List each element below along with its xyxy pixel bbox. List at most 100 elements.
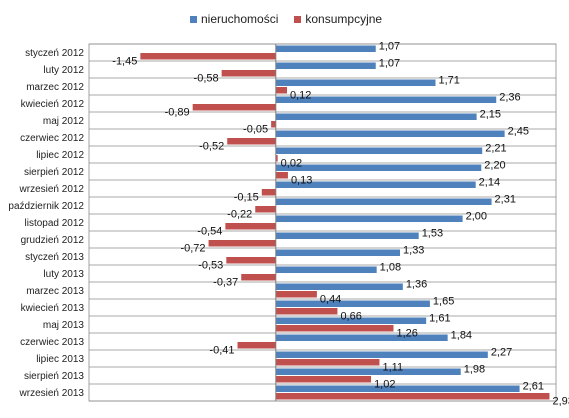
- bar-nieruchomosci: [275, 266, 377, 273]
- bar-nieruchomosci: [275, 96, 497, 103]
- data-label: 2,36: [499, 92, 520, 104]
- data-label: 1,61: [429, 313, 450, 325]
- data-label: 2,15: [480, 109, 501, 121]
- data-label: -0,54: [197, 226, 222, 238]
- data-label: 0,13: [291, 175, 312, 187]
- legend-item-nieruchomosci: nieruchomości: [190, 12, 278, 26]
- category-label: lipiec 2012: [36, 150, 84, 161]
- data-label: -0,89: [165, 107, 190, 119]
- bar-konsumpcyjne: [192, 104, 276, 111]
- data-label: 2,27: [491, 347, 512, 359]
- legend-label-konsumpcyjne: konsumpcyjne: [305, 12, 383, 26]
- data-label: 1,02: [374, 379, 395, 391]
- bar-nieruchomosci: [275, 45, 376, 52]
- data-label: 1,65: [433, 296, 454, 308]
- bar-konsumpcyjne: [221, 70, 276, 77]
- category-label: wrzesień 2012: [19, 184, 85, 195]
- category-label: kwiecień 2013: [21, 303, 85, 314]
- category-label: czerwiec 2012: [20, 133, 84, 144]
- category-label: luty 2013: [43, 269, 84, 280]
- category-label: sierpień 2013: [24, 371, 84, 382]
- bar-konsumpcyjne: [226, 257, 276, 264]
- category-label: lipiec 2013: [36, 354, 84, 365]
- data-label: 2,00: [466, 211, 487, 223]
- data-label: 2,45: [508, 126, 529, 138]
- category-label: marzec 2012: [26, 82, 84, 93]
- data-label: 1,11: [382, 362, 403, 374]
- bar-nieruchomosci: [275, 351, 488, 358]
- bar-nieruchomosci: [275, 130, 505, 137]
- data-label: 1,08: [380, 262, 401, 274]
- legend-item-konsumpcyjne: konsumpcyjne: [294, 12, 382, 26]
- data-label: 1,26: [396, 328, 417, 340]
- plot-border: [88, 43, 557, 402]
- category-label: styczeń 2013: [25, 252, 84, 263]
- data-label: 2,21: [485, 143, 506, 155]
- data-label: 1,36: [406, 279, 427, 291]
- data-label: 0,66: [340, 311, 361, 323]
- legend-label-nieruchomosci: nieruchomości: [201, 12, 279, 26]
- bar-konsumpcyjne: [275, 376, 372, 383]
- category-label: czerwiec 2013: [20, 337, 84, 348]
- legend-swatch-konsumpcyjne: [294, 15, 302, 23]
- bar-konsumpcyjne: [255, 206, 276, 213]
- bar-konsumpcyjne: [275, 325, 394, 332]
- bar-nieruchomosci: [275, 317, 427, 324]
- data-label: -0,41: [209, 345, 234, 357]
- data-label: -0,05: [243, 124, 268, 136]
- bar-nieruchomosci: [275, 62, 376, 69]
- bar-nieruchomosci: [275, 181, 476, 188]
- bar-nieruchomosci: [275, 113, 477, 120]
- data-label: 2,61: [523, 381, 544, 393]
- data-label: 1,84: [451, 330, 472, 342]
- bar-nieruchomosci: [275, 79, 436, 86]
- bar-konsumpcyjne: [225, 223, 276, 230]
- data-label: 2,14: [479, 177, 500, 189]
- bar-konsumpcyjne: [275, 87, 288, 94]
- data-label: -0,22: [227, 209, 252, 221]
- bar-konsumpcyjne: [275, 359, 380, 366]
- data-label: 1,07: [379, 41, 400, 53]
- bar-nieruchomosci: [275, 283, 403, 290]
- data-label: -0,15: [234, 192, 259, 204]
- category-label: wrzesień 2013: [19, 388, 85, 399]
- legend-swatch-nieruchomosci: [190, 15, 197, 23]
- bar-nieruchomosci: [275, 198, 492, 205]
- category-label: styczeń 2012: [25, 48, 84, 59]
- bar-konsumpcyjne: [271, 121, 276, 128]
- category-label: sierpień 2012: [24, 167, 84, 178]
- data-label: 1,71: [439, 75, 460, 87]
- data-label: 2,20: [484, 160, 505, 172]
- data-label: 1,98: [464, 364, 485, 376]
- bar-konsumpcyjne: [227, 138, 276, 145]
- bar-konsumpcyjne: [275, 308, 338, 315]
- category-label: kwiecień 2012: [21, 99, 85, 110]
- bar-konsumpcyjne: [275, 172, 288, 179]
- category-label: maj 2013: [43, 320, 85, 331]
- bar-nieruchomosci: [275, 385, 520, 392]
- data-label: 0,12: [290, 90, 311, 102]
- data-label: -0,53: [198, 260, 223, 272]
- bar-nieruchomosci: [275, 368, 461, 375]
- category-label: luty 2012: [43, 65, 84, 76]
- bar-nieruchomosci: [275, 164, 482, 171]
- category-label: październik 2012: [8, 201, 84, 212]
- bar-konsumpcyjne: [261, 189, 276, 196]
- category-label: listopad 2012: [25, 218, 85, 229]
- data-label: 0,02: [281, 158, 302, 170]
- data-label: -0,52: [199, 141, 224, 153]
- bar-konsumpcyjne: [140, 53, 276, 60]
- bar-konsumpcyjne: [237, 342, 276, 349]
- bar-nieruchomosci: [275, 249, 401, 256]
- data-label: 2,31: [495, 194, 516, 206]
- bar-nieruchomosci: [275, 215, 463, 222]
- data-label: 0,44: [320, 294, 341, 306]
- category-label: maj 2012: [43, 116, 85, 127]
- data-label: -0,58: [194, 73, 219, 85]
- bar-nieruchomosci: [275, 147, 483, 154]
- bar-konsumpcyjne: [275, 155, 278, 162]
- bar-nieruchomosci: [275, 334, 448, 341]
- data-label: -0,37: [213, 277, 238, 289]
- category-label: marzec 2013: [26, 286, 84, 297]
